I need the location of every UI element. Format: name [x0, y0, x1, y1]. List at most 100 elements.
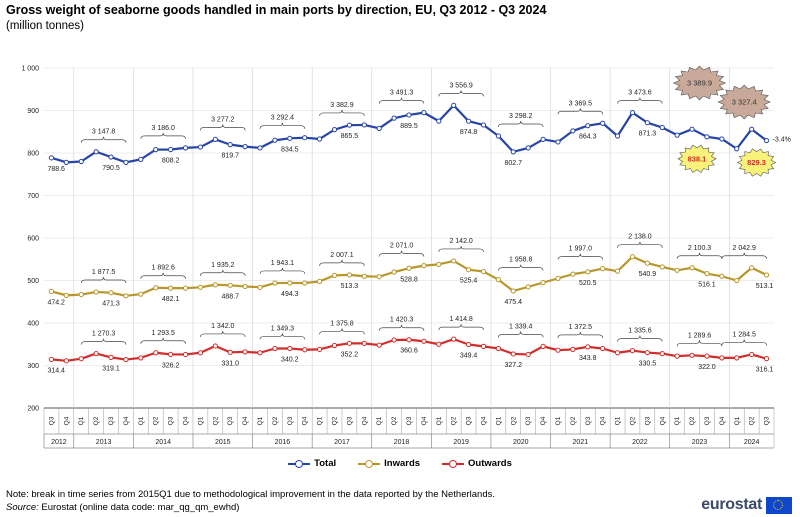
annual-total-label: 1 349.3 — [271, 325, 294, 332]
data-point-total — [78, 158, 84, 165]
data-point-outwards — [689, 352, 695, 358]
point-label: 327.2 — [505, 362, 523, 369]
y-tick-label: 200 — [27, 406, 39, 413]
data-point-total — [317, 136, 323, 142]
legend-item-total[interactable]: Total — [288, 458, 336, 469]
annual-brace — [200, 124, 246, 131]
legend-dot-outwards — [449, 459, 458, 468]
data-point-inwards — [719, 273, 725, 279]
annual-brace — [319, 259, 365, 266]
point-label: 349.4 — [460, 353, 478, 360]
data-point-total — [93, 149, 99, 155]
annual-total-label: 1 375.8 — [330, 320, 353, 327]
x-tick-label: Q1 — [555, 416, 562, 425]
point-label: 540.9 — [639, 271, 657, 278]
x-tick-label: Q4 — [242, 416, 249, 425]
data-point-total — [480, 122, 487, 128]
point-label: 475.4 — [505, 299, 523, 306]
data-point-inwards — [361, 273, 367, 279]
x-tick-label: Q3 — [406, 416, 413, 425]
data-point-inwards — [763, 272, 770, 278]
data-point-inwards — [78, 291, 84, 298]
legend-dot-inwards — [365, 459, 374, 468]
data-point-inwards — [421, 263, 427, 269]
x-tick-label: Q2 — [510, 416, 517, 425]
x-tick-label: Q4 — [63, 416, 70, 425]
point-label: 513.3 — [341, 283, 359, 290]
annual-total-label: 2 142.0 — [449, 238, 472, 245]
annual-total-label: 1 270.3 — [92, 331, 115, 338]
annual-brace — [378, 324, 425, 331]
point-label: 319.1 — [102, 365, 120, 372]
legend-item-inwards[interactable]: Inwards — [358, 458, 420, 469]
annual-brace — [676, 252, 723, 259]
data-point-inwards — [674, 267, 680, 273]
point-label: 874.8 — [460, 129, 478, 136]
x-tick-label: Q4 — [123, 416, 130, 425]
data-point-total — [629, 110, 636, 116]
data-point-inwards — [331, 272, 338, 278]
annual-brace — [259, 122, 306, 129]
year-label: 2024 — [744, 439, 760, 446]
data-point-inwards — [227, 282, 233, 288]
data-point-outwards — [585, 344, 591, 350]
year-label: 2016 — [275, 439, 291, 446]
annual-brace — [498, 331, 544, 338]
x-tick-label: Q1 — [376, 416, 383, 425]
x-tick-label: Q1 — [495, 416, 502, 425]
point-label: 790.5 — [102, 165, 120, 172]
x-tick-label: Q3 — [764, 416, 771, 425]
annual-total-label: 3 277.2 — [211, 116, 234, 123]
data-point-outwards — [272, 345, 278, 352]
legend-item-outwards[interactable]: Outwards — [442, 458, 512, 469]
eurostat-logo: eurostat — [701, 496, 792, 514]
legend-label-total: Total — [314, 458, 337, 469]
point-label: 360.6 — [400, 348, 418, 355]
year-label: 2017 — [334, 439, 350, 446]
point-label: 528.8 — [400, 276, 418, 283]
point-label: 340.2 — [281, 356, 299, 363]
x-tick-label: Q4 — [302, 416, 309, 425]
data-point-total — [302, 135, 308, 141]
annual-total-label: 2 100.3 — [688, 245, 711, 252]
annual-total-label: 1 943.1 — [271, 260, 294, 267]
data-point-outwards — [227, 349, 233, 355]
x-tick-label: Q1 — [436, 416, 443, 425]
annual-brace — [378, 250, 425, 257]
x-tick-label: Q2 — [93, 416, 100, 425]
source-line: Source: Eurostat (online data code: mar_… — [6, 502, 239, 513]
data-point-inwards — [734, 277, 740, 284]
point-label: 819.7 — [221, 153, 239, 160]
data-point-outwards — [659, 351, 665, 357]
annual-total-label: 1 339.4 — [509, 323, 532, 330]
point-label: 352.2 — [341, 351, 359, 358]
annual-total-label: 3 556.9 — [449, 82, 472, 89]
x-tick-label: Q3 — [525, 416, 532, 425]
x-tick-label: Q3 — [346, 416, 353, 425]
data-point-outwards — [182, 351, 189, 358]
highlight-annual-label: 3 389.9 — [687, 79, 712, 88]
highlight-point-label: 829.3 — [747, 158, 766, 167]
year-label: 2015 — [215, 439, 231, 446]
y-tick-label: 600 — [27, 236, 39, 243]
x-tick-label: Q4 — [183, 416, 190, 425]
data-point-total — [391, 115, 397, 121]
data-point-inwards — [480, 268, 487, 275]
data-point-inwards — [376, 274, 382, 280]
data-point-outwards — [644, 349, 650, 356]
data-point-outwards — [749, 351, 755, 358]
data-point-total — [436, 118, 442, 124]
annual-brace — [80, 136, 127, 143]
point-label: 326.2 — [162, 362, 180, 369]
annual-brace — [378, 97, 425, 104]
data-point-inwards — [212, 282, 218, 288]
legend-label-outwards: Outwards — [468, 458, 512, 469]
year-label: 2014 — [155, 439, 171, 446]
data-point-outwards — [317, 346, 323, 352]
data-point-total — [331, 127, 338, 133]
highlight-annual-label: 3 327.4 — [732, 98, 757, 107]
legend-dot-total — [295, 459, 304, 468]
data-point-total — [674, 132, 680, 138]
point-label: 520.5 — [579, 280, 597, 287]
annual-brace — [617, 241, 663, 248]
